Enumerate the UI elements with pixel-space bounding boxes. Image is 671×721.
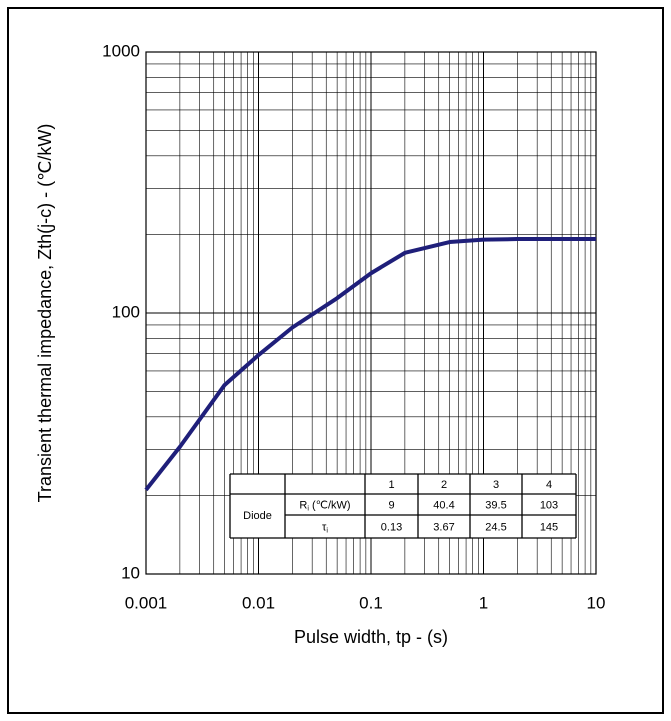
table-background: [230, 474, 576, 538]
table-group: Diode: [243, 510, 272, 522]
x-tick-label: 1: [479, 593, 488, 612]
table-row-label: Ri (℃/kW): [299, 499, 350, 512]
plot: [144, 237, 596, 492]
table-cell: 9: [388, 499, 394, 511]
table-cell: 3.67: [433, 521, 454, 533]
y-axis-label: Transient thermal impedance, Zth(j-c) - …: [35, 124, 55, 503]
y-tick-label: 10: [121, 563, 140, 582]
table-cell: 145: [540, 521, 558, 533]
x-tick-label: 0.001: [125, 593, 168, 612]
symbol: τ: [322, 521, 327, 533]
table-cell: 0.13: [381, 521, 402, 533]
table-cell: 24.5: [485, 521, 506, 533]
x-tick-label: 10: [587, 593, 606, 612]
x-tick-label: 0.01: [242, 593, 275, 612]
line: [144, 237, 596, 492]
table-header: 3: [493, 479, 499, 491]
table-cell: 103: [540, 499, 558, 511]
y-tick-label: 100: [112, 302, 140, 321]
labels: Pulse width, tp - (s) Transient thermal …: [35, 124, 448, 647]
table-header: 4: [546, 479, 552, 491]
table-header: 2: [441, 479, 447, 491]
plot-border: [145, 51, 597, 575]
table-cell: 39.5: [485, 499, 506, 511]
subscript: i: [307, 505, 309, 512]
table-cell: 40.4: [433, 499, 454, 511]
table-header: 1: [388, 479, 394, 491]
symbol: R: [299, 499, 307, 511]
x-axis-label: Pulse width, tp - (s): [294, 627, 448, 647]
table-row-label: τi: [322, 521, 328, 534]
unit: (℃/kW): [309, 499, 351, 511]
y-tick-label: 1000: [102, 41, 140, 60]
subscript: i: [326, 527, 328, 534]
frame: [7, 7, 664, 714]
x-tick-label: 0.1: [359, 593, 383, 612]
